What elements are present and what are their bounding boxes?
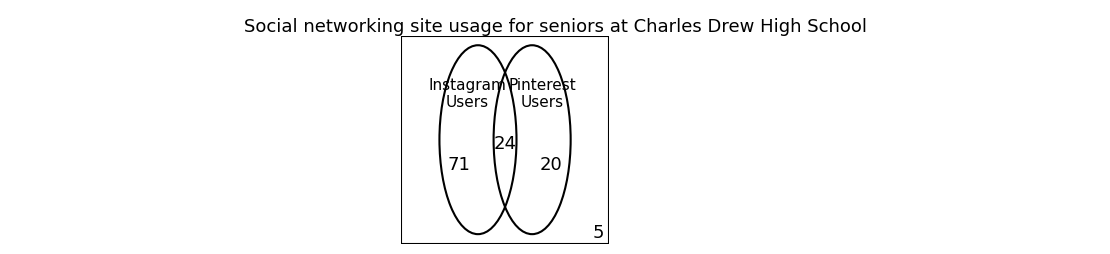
Text: Pinterest
Users: Pinterest Users <box>508 78 576 110</box>
Text: Instagram
Users: Instagram Users <box>428 78 506 110</box>
Text: 20: 20 <box>539 156 563 174</box>
Text: Social networking site usage for seniors at Charles Drew High School: Social networking site usage for seniors… <box>243 18 867 36</box>
Text: 5: 5 <box>593 225 605 242</box>
Text: 24: 24 <box>494 135 516 153</box>
Text: 71: 71 <box>447 156 471 174</box>
